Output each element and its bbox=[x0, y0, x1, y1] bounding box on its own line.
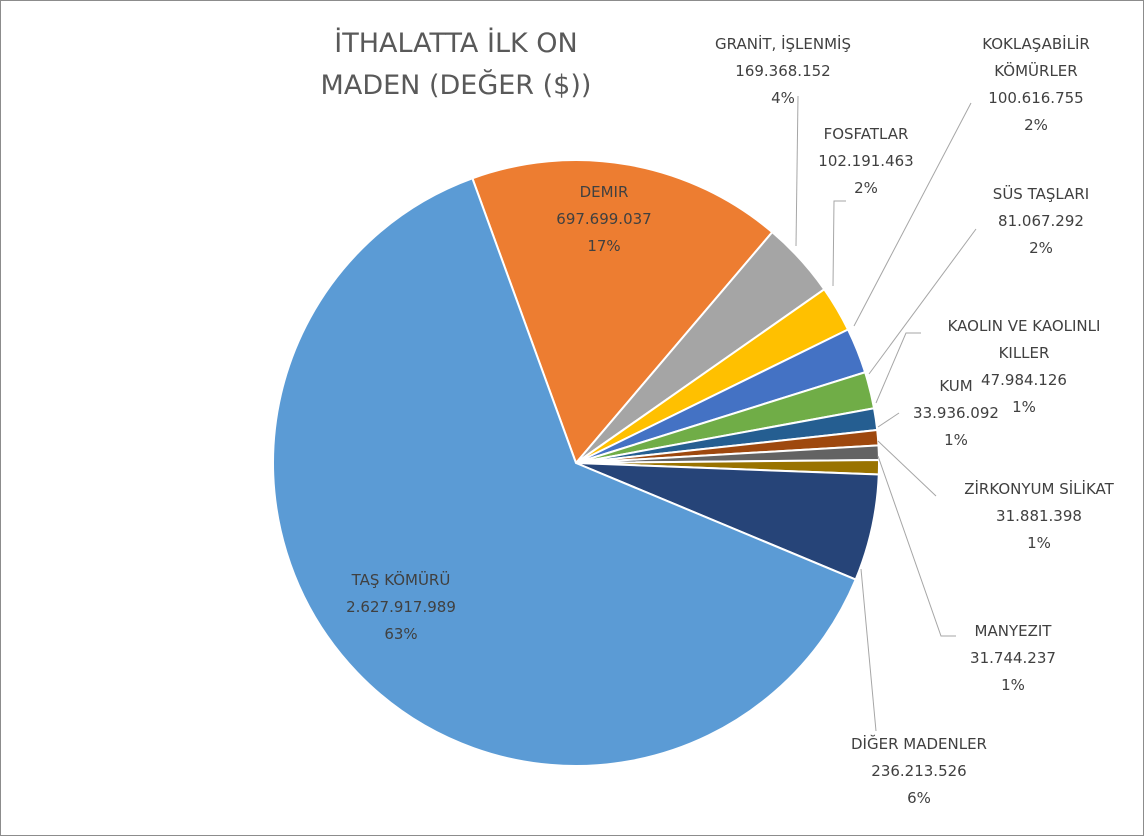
category-label: KOKLAŞABİLİR KÖMÜRLER bbox=[982, 35, 1090, 80]
leader-lines bbox=[795, 95, 977, 732]
value-label: 100.616.755 bbox=[988, 89, 1084, 107]
value-label: 31.744.237 bbox=[970, 649, 1056, 667]
pie-slice bbox=[272, 176, 858, 767]
data-label: KOKLAŞABİLİR KÖMÜRLER 100.616.755 2% bbox=[961, 31, 1111, 139]
percent-label: 63% bbox=[384, 625, 418, 643]
value-label: 33.936.092 bbox=[913, 404, 999, 422]
data-label: ZİRKONYUM SİLİKAT 31.881.398 1% bbox=[934, 476, 1143, 557]
category-label: DEMIR bbox=[579, 183, 629, 201]
percent-label: 2% bbox=[854, 179, 878, 197]
percent-label: 1% bbox=[1001, 676, 1025, 694]
percent-label: 2% bbox=[1029, 239, 1053, 257]
percent-label: 17% bbox=[587, 237, 621, 255]
percent-label: 2% bbox=[1024, 116, 1048, 134]
percent-label: 4% bbox=[771, 89, 795, 107]
percent-label: 1% bbox=[944, 431, 968, 449]
data-label: FOSFATLAR 102.191.463 2% bbox=[796, 121, 936, 202]
category-label: ZİRKONYUM SİLİKAT bbox=[964, 480, 1114, 498]
pie-slice bbox=[471, 159, 774, 465]
value-label: 81.067.292 bbox=[998, 212, 1084, 230]
category-label: GRANİT, İŞLENMİŞ bbox=[715, 35, 851, 53]
percent-label: 1% bbox=[1012, 398, 1036, 416]
value-label: 47.984.126 bbox=[981, 371, 1067, 389]
category-label: FOSFATLAR bbox=[823, 125, 909, 143]
category-label: SÜS TAŞLARI bbox=[992, 185, 1090, 203]
data-label: GRANİT, İŞLENMİŞ 169.368.152 4% bbox=[683, 31, 883, 112]
category-label: MANYEZIT bbox=[974, 622, 1052, 640]
data-label: TAŞ KÖMÜRÜ 2.627.917.989 63% bbox=[301, 567, 501, 648]
data-label: DİĞER MADENLER 236.213.526 6% bbox=[819, 731, 1019, 812]
value-label: 31.881.398 bbox=[996, 507, 1082, 525]
value-label: 697.699.037 bbox=[556, 210, 652, 228]
category-label: DİĞER MADENLER bbox=[851, 735, 987, 753]
data-label: SÜS TAŞLARI 81.067.292 2% bbox=[966, 181, 1116, 262]
value-label: 102.191.463 bbox=[818, 152, 914, 170]
data-label: DEMIR 697.699.037 17% bbox=[504, 179, 704, 260]
category-label: KUM bbox=[939, 377, 973, 395]
percent-label: 1% bbox=[1027, 534, 1051, 552]
category-label: KAOLIN VE KAOLINLI KILLER bbox=[947, 317, 1101, 362]
data-label: KAOLIN VE KAOLINLI KILLER 47.984.126 1% bbox=[929, 313, 1119, 421]
chart-title: İTHALATTA İLK ON MADEN (DEĞER ($)) bbox=[320, 28, 592, 101]
data-label: KUM 33.936.092 1% bbox=[906, 373, 1006, 454]
value-label: 169.368.152 bbox=[735, 62, 831, 80]
data-label: MANYEZIT 31.744.237 1% bbox=[933, 618, 1093, 699]
category-label: TAŞ KÖMÜRÜ bbox=[351, 571, 451, 589]
percent-label: 6% bbox=[907, 789, 931, 807]
value-label: 2.627.917.989 bbox=[346, 598, 456, 616]
value-label: 236.213.526 bbox=[871, 762, 967, 780]
